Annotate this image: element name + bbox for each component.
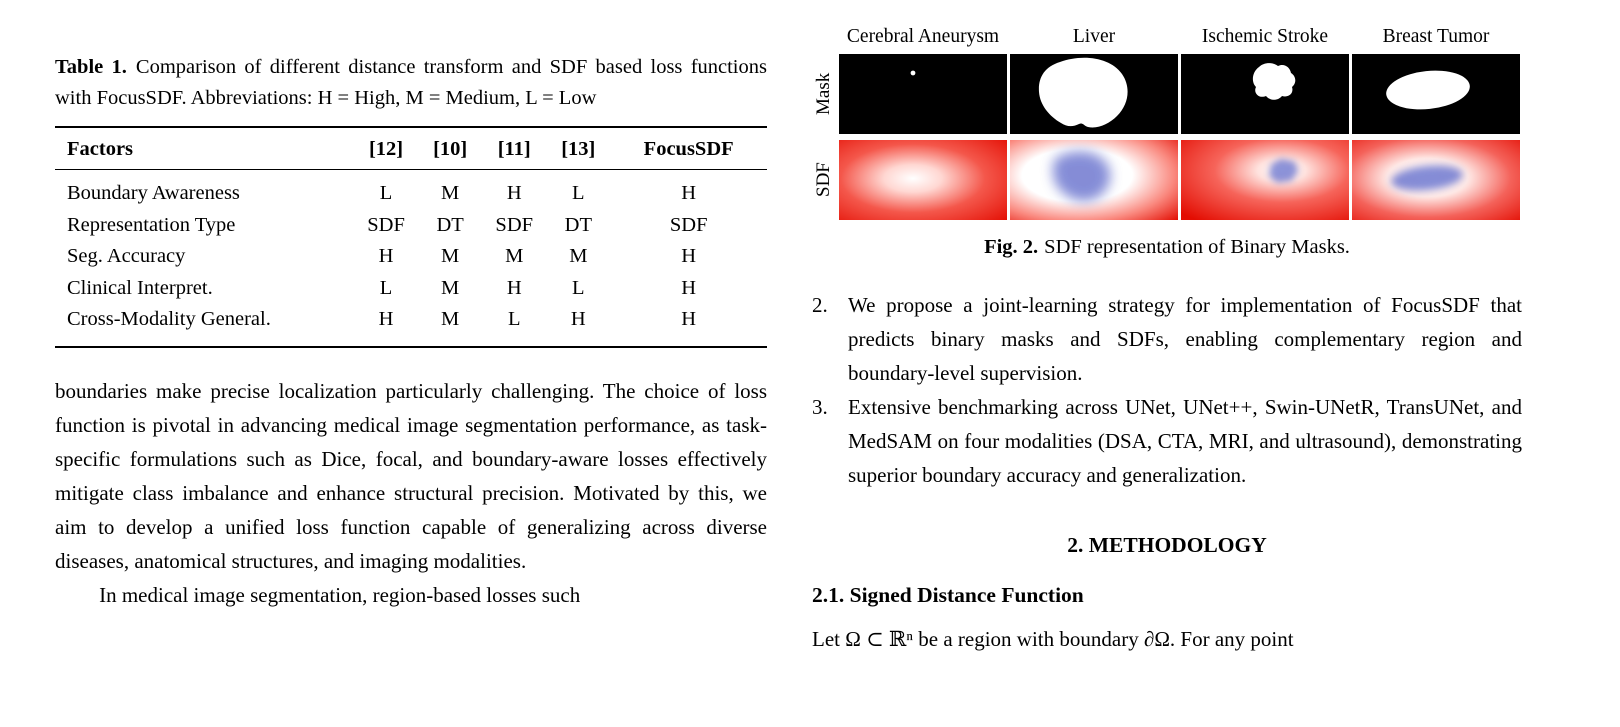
table-header-ref12: [12] <box>354 127 419 170</box>
figure-caption-text: SDF representation of Binary Masks. <box>1044 236 1350 258</box>
sdf-image-ischemic-stroke <box>1181 140 1349 220</box>
table-cell: L <box>379 182 393 204</box>
figure-2: Cerebral Aneurysm Liver Ischemic Stroke … <box>812 22 1522 220</box>
table-caption: Table 1. Comparison of different distance… <box>55 52 767 114</box>
table-cell: H <box>378 308 394 330</box>
table-cell: M <box>441 308 460 330</box>
body-paragraph: boundaries make precise localization par… <box>55 378 767 573</box>
stroke-sdf-interior <box>1269 158 1298 183</box>
table-cell: H <box>506 276 522 299</box>
table-header-row: Factors [12] [10] [11] [13] FocusSDF <box>55 127 767 170</box>
table-header-ref10: [10] <box>418 127 483 170</box>
table-caption-label: Table 1. <box>55 56 127 78</box>
table-cell: DT <box>564 213 592 236</box>
table-cell: SDF <box>495 213 534 236</box>
table-cell: M <box>505 245 524 267</box>
figure-caption: Fig. 2. SDF representation of Binary Mask… <box>812 232 1522 262</box>
table-cell: L <box>379 276 393 299</box>
table-cell: Boundary Awareness <box>67 182 240 204</box>
mask-image-ischemic-stroke <box>1181 54 1349 134</box>
figure-column-label-cerebral-aneurysm: Cerebral Aneurysm <box>846 26 1000 47</box>
comparison-table: Factors [12] [10] [11] [13] FocusSDF Bou… <box>55 126 767 348</box>
subsection-heading-sdf: 2.1. Signed Distance Function <box>812 583 1084 607</box>
left-column: Table 1. Comparison of different distance… <box>55 52 767 612</box>
table-header-focussdf: FocusSDF <box>610 127 767 170</box>
aneurysm-dot <box>910 70 916 76</box>
table-row: Seg. Accuracy H M M M H <box>55 241 767 273</box>
table-cell: H <box>681 182 697 204</box>
table-cell: Cross-Modality General. <box>67 308 271 330</box>
table-cell: Representation Type <box>67 213 236 236</box>
liver-sdf-interior <box>1052 151 1111 202</box>
tumor-ellipse <box>1386 70 1470 110</box>
list-text: Extensive benchmarking across UNet, UNet… <box>848 395 1522 487</box>
mask-image-liver <box>1010 54 1178 134</box>
contribution-item-3: 3. Extensive benchmarking across UNet, U… <box>812 390 1522 492</box>
sdf-image-breast-tumor <box>1352 140 1520 220</box>
contributions-list: 2. We propose a joint-learning strategy … <box>812 288 1522 492</box>
list-number: 2. <box>812 293 828 317</box>
table-header-ref11: [11] <box>482 127 547 170</box>
sdf-image-cerebral-aneurysm <box>839 140 1007 220</box>
figure-row-label-sdf: SDF <box>813 162 834 198</box>
liver-blob <box>1038 57 1128 128</box>
figure-caption-label: Fig. 2. <box>984 236 1039 258</box>
table-cell: H <box>506 182 522 204</box>
table-row: Cross-Modality General. H M L H H <box>55 304 767 347</box>
body-paragraph: In medical image segmentation, region-ba… <box>99 582 581 607</box>
list-text: We propose a joint-learning strategy for… <box>848 293 1522 385</box>
table-caption-text: Comparison of different distance transfo… <box>55 56 767 109</box>
table-header-ref13: [13] <box>546 127 611 170</box>
contribution-item-2: 2. We propose a joint-learning strategy … <box>812 288 1522 390</box>
table-cell: L <box>572 276 585 299</box>
figure-row-label-mask: Mask <box>813 72 834 116</box>
table-cell: H <box>681 276 697 299</box>
table-cell: SDF <box>367 213 405 236</box>
table-cell: L <box>572 182 585 204</box>
figure-column-label-liver: Liver <box>1072 26 1116 47</box>
table-cell: M <box>441 182 460 204</box>
table-cell: DT <box>436 213 464 236</box>
mask-image-cerebral-aneurysm <box>839 54 1007 134</box>
stroke-blob <box>1252 63 1296 100</box>
table-cell: H <box>681 245 697 267</box>
table-header-factors: Factors <box>55 127 355 170</box>
table-row: Representation Type SDF DT SDF DT SDF <box>55 210 767 242</box>
table-cell: L <box>507 308 521 330</box>
table-cell: SDF <box>669 213 708 236</box>
right-column: Cerebral Aneurysm Liver Ischemic Stroke … <box>812 22 1522 656</box>
table-cell: M <box>441 276 460 299</box>
table-cell: Seg. Accuracy <box>67 245 186 267</box>
mask-image-breast-tumor <box>1352 54 1520 134</box>
figure-column-label-ischemic-stroke: Ischemic Stroke <box>1201 26 1329 47</box>
list-number: 3. <box>812 395 828 419</box>
table-cell: H <box>681 308 697 330</box>
figure-column-label-breast-tumor: Breast Tumor <box>1382 26 1490 47</box>
table-cell: H <box>570 308 586 330</box>
table-cell: M <box>441 245 460 267</box>
figure-corner-spacer <box>812 22 836 48</box>
table-cell: H <box>378 245 394 267</box>
table-cell: Clinical Interpret. <box>67 276 213 299</box>
sdf-image-liver <box>1010 140 1178 220</box>
body-paragraph: Let Ω ⊂ ℝⁿ be a region with boundary ∂Ω.… <box>812 627 1294 651</box>
tumor-sdf-interior <box>1391 165 1463 191</box>
table-row: Boundary Awareness L M H L H <box>55 170 767 210</box>
table-cell: M <box>569 245 588 267</box>
table-row: Clinical Interpret. L M H L H <box>55 273 767 305</box>
section-heading-methodology: 2. METHODOLOGY <box>1067 533 1267 557</box>
